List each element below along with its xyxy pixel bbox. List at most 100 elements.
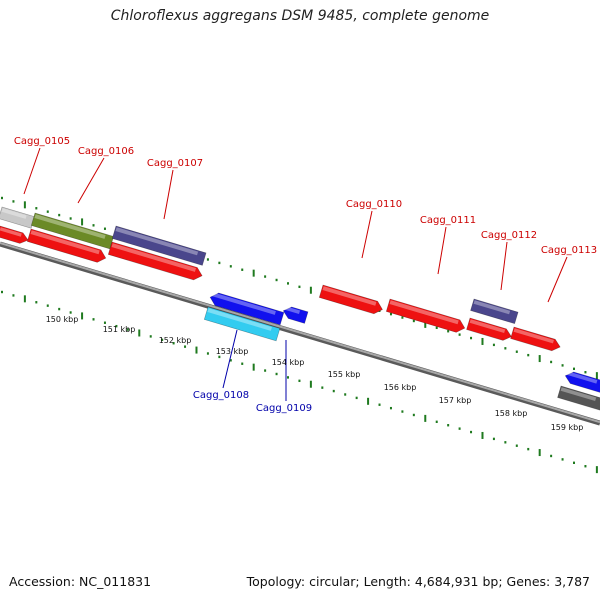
gene-cagg-0113-arrow-highlight xyxy=(513,328,554,344)
lower-minor-tick xyxy=(515,444,518,447)
upper-minor-tick xyxy=(218,261,221,265)
lower-minor-tick xyxy=(46,304,49,307)
lower-major-tick xyxy=(252,363,255,371)
gene-cagg-0110-arrow xyxy=(318,284,383,315)
gene-cagg-0105-arrow xyxy=(0,225,29,244)
lower-major-tick xyxy=(23,295,26,303)
kbp-label-153-kbp: 153 kbp xyxy=(216,347,249,356)
olive-feature-bar xyxy=(30,212,114,250)
upper-minor-tick xyxy=(470,336,473,340)
genome-stats-text: Topology: circular; Length: 4,684,931 bp… xyxy=(246,574,590,589)
dark-feature-edge-bar xyxy=(557,385,600,411)
upper-minor-tick xyxy=(275,278,278,282)
lower-minor-tick xyxy=(435,420,438,424)
upper-minor-tick xyxy=(527,353,530,357)
dark-feature-edge-bar-highlight xyxy=(560,387,597,401)
cagg-0113-label: Cagg_0113 xyxy=(541,245,597,256)
upper-minor-tick xyxy=(103,227,106,230)
gene-reverse-edge-arrow-body xyxy=(564,371,600,394)
upper-minor-tick xyxy=(58,213,61,217)
gene-cagg-0112-arrow-body xyxy=(466,317,512,341)
lower-minor-tick xyxy=(355,396,358,400)
cagg-0110-label: Cagg_0110 xyxy=(346,199,402,210)
kbp-label-156-kbp: 156 kbp xyxy=(384,383,417,392)
upper-minor-tick xyxy=(298,285,301,289)
cagg-0112-label: Cagg_0112 xyxy=(481,230,537,241)
lower-minor-tick xyxy=(344,393,347,396)
gene-cagg-0111-arrow-body xyxy=(385,298,466,333)
olive-feature-bar-highlight xyxy=(34,214,106,239)
cagg-0105-label: Cagg_0105 xyxy=(14,136,70,147)
upper-major-tick xyxy=(424,320,427,328)
upper-major-tick xyxy=(538,355,541,363)
gene-cagg-0111-arrow-highlight xyxy=(389,300,459,325)
lower-minor-tick xyxy=(492,437,495,441)
cagg-0111-label: Cagg_0111 xyxy=(420,215,476,226)
lower-minor-tick xyxy=(447,424,450,427)
upper-minor-tick xyxy=(412,319,415,323)
cagg-0110-leader-line xyxy=(361,210,373,259)
cagg-0109-label: Cagg_0109 xyxy=(256,403,312,414)
lower-major-tick xyxy=(481,431,484,439)
upper-minor-tick xyxy=(264,275,267,278)
kbp-label-157-kbp: 157 kbp xyxy=(439,396,472,405)
upper-minor-tick xyxy=(206,258,209,261)
gene-cagg-0106-arrow xyxy=(26,228,107,263)
gene-cagg-0108-alt-bar-highlight xyxy=(207,308,272,331)
lower-major-tick xyxy=(538,449,541,457)
cagg-0105-leader-line xyxy=(23,147,41,195)
lower-minor-tick xyxy=(389,406,392,410)
lower-minor-tick xyxy=(504,441,507,444)
lower-minor-tick xyxy=(172,342,175,345)
upper-major-tick xyxy=(252,269,255,277)
gene-cagg-0110-arrow-highlight xyxy=(322,286,377,306)
cagg-0107-leader-line xyxy=(163,169,174,220)
lower-minor-tick xyxy=(298,379,301,383)
lower-major-tick xyxy=(424,414,427,422)
navy-feature-bar-2 xyxy=(470,298,519,325)
gene-cagg-0107-arrow-highlight xyxy=(111,243,197,272)
upper-minor-tick xyxy=(550,360,553,364)
lower-minor-tick xyxy=(561,458,564,461)
navy-feature-bar-highlight xyxy=(115,227,199,256)
upper-tick-track xyxy=(1,196,598,380)
gene-cagg-0110-arrow-body xyxy=(318,284,383,315)
upper-minor-tick xyxy=(458,333,461,336)
upper-minor-tick xyxy=(561,364,564,367)
lower-minor-tick xyxy=(401,410,404,413)
label-layer: Cagg_0105 Cagg_0106 Cagg_0107 Cagg_0110 Cagg… xyxy=(14,136,597,432)
grey-feature-bar-body xyxy=(0,206,35,229)
gene-cagg-0106-arrow-body xyxy=(26,228,107,263)
lower-minor-tick xyxy=(35,301,38,304)
upper-minor-tick xyxy=(389,312,392,316)
cagg-0107-label: Cagg_0107 xyxy=(147,158,203,169)
kbp-label-155-kbp: 155 kbp xyxy=(328,370,361,379)
upper-minor-tick xyxy=(573,367,575,370)
dark-feature-edge-bar-body xyxy=(557,385,600,411)
upper-minor-tick xyxy=(1,196,3,200)
upper-minor-tick xyxy=(504,347,507,350)
gene-cagg-0105-arrow-highlight xyxy=(0,227,22,237)
cagg-0106-leader-line xyxy=(77,157,105,204)
lower-minor-tick xyxy=(69,311,72,314)
lower-minor-tick xyxy=(103,321,106,324)
navy-feature-bar-body xyxy=(111,225,207,266)
upper-minor-tick xyxy=(447,330,450,333)
lower-minor-tick xyxy=(412,413,415,417)
lower-major-tick xyxy=(195,346,198,354)
navy-feature-bar xyxy=(111,225,207,266)
lower-major-tick xyxy=(367,397,370,405)
gene-cagg-0112-arrow-highlight xyxy=(469,319,506,333)
upper-minor-tick xyxy=(35,207,38,210)
lower-major-tick xyxy=(81,312,84,320)
kbp-label-159-kbp: 159 kbp xyxy=(551,423,584,432)
gene-cagg-0113-arrow-body xyxy=(510,326,561,352)
upper-minor-tick xyxy=(12,200,15,203)
gene-cagg-0107-arrow xyxy=(107,241,203,281)
lower-minor-tick xyxy=(241,362,244,365)
upper-minor-tick xyxy=(287,282,289,285)
gene-cagg-0108-alt-bar xyxy=(203,306,281,342)
lower-minor-tick xyxy=(149,335,152,338)
upper-minor-tick xyxy=(435,326,438,330)
gene-cagg-0108-arrow xyxy=(209,292,285,326)
